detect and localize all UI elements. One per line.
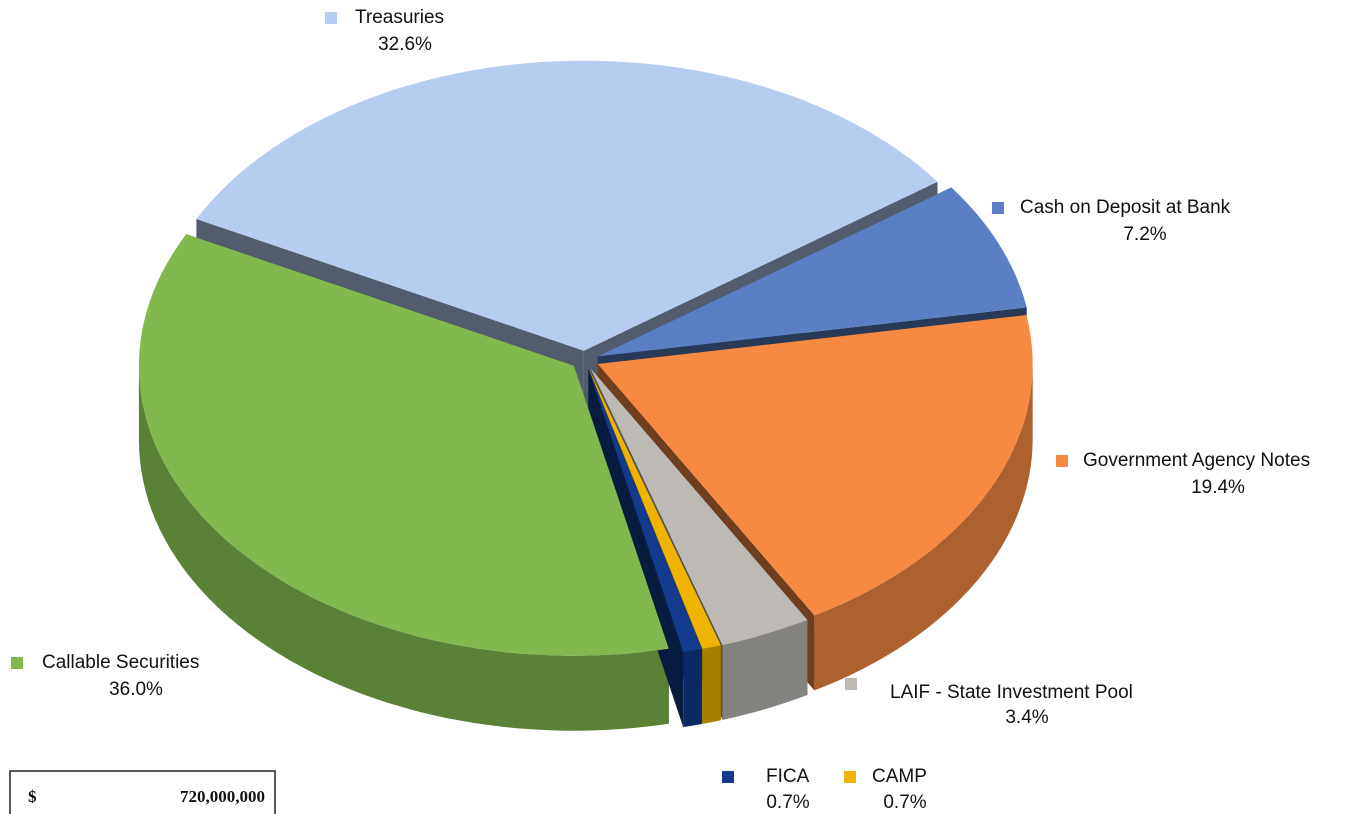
value-label: 0.7% (766, 792, 809, 813)
slice-label: Government Agency Notes (1083, 450, 1310, 471)
slice-side (138, 365, 669, 731)
value-label: 7.2% (1123, 224, 1166, 245)
slice-label: Cash on Deposit at Bank (1020, 197, 1231, 218)
slice-label: Treasuries (355, 7, 444, 28)
slice-label: CAMP (872, 766, 927, 787)
legend-swatch (845, 678, 857, 690)
total-value: 720,000,000 (180, 787, 265, 806)
slice-side (722, 620, 808, 720)
legend-swatch (722, 771, 734, 783)
value-label: 36.0% (109, 679, 163, 700)
slice (597, 187, 1027, 357)
slice (590, 368, 808, 645)
legend-swatch (1056, 455, 1068, 467)
value-label: 32.6% (378, 34, 432, 55)
slice (588, 369, 721, 649)
total-currency: $ (28, 787, 37, 806)
value-label: 19.4% (1191, 477, 1245, 498)
legend-swatch (992, 202, 1004, 214)
slice (139, 234, 669, 656)
legend-swatch (325, 12, 337, 24)
slice (597, 315, 1033, 616)
value-label: 3.4% (1005, 707, 1048, 728)
slice-side (702, 645, 721, 724)
slice (588, 369, 702, 653)
slice-label: FICA (766, 766, 810, 787)
slice-label: Callable Securities (42, 652, 199, 673)
legend-swatch (844, 771, 856, 783)
legend-swatch (11, 657, 23, 669)
slice (196, 60, 938, 351)
slice-side (814, 364, 1033, 691)
value-label: 0.7% (883, 792, 926, 813)
total-box (9, 770, 276, 814)
slice-side (683, 649, 702, 728)
slice-label: LAIF - State Investment Pool (890, 682, 1133, 703)
